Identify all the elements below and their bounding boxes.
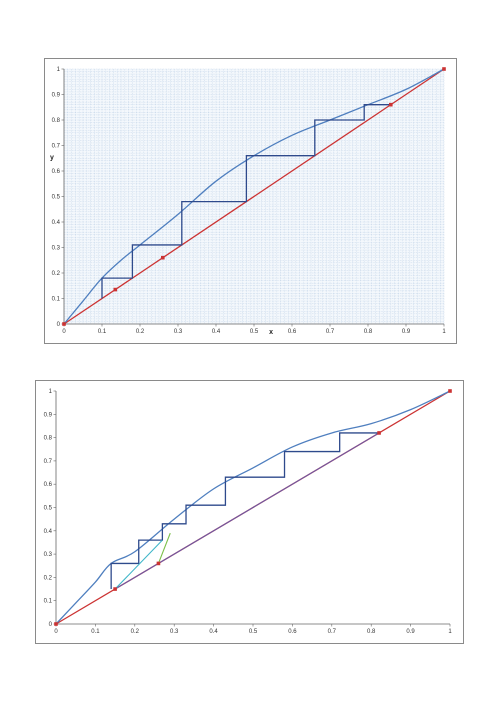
chart-top-x-tick-label: 0.6: [288, 329, 297, 335]
chart-bottom-y-tick-label: 0.8: [44, 436, 53, 442]
chart-top-data-point: [62, 322, 66, 326]
chart-top-x-axis-label: x: [269, 329, 273, 336]
chart-top-data-point: [113, 287, 118, 292]
chart-top-x-tick-label: 0.8: [364, 329, 373, 335]
chart-bottom: 0 0.1 0.2 0.3 0.4 0.5 0.6 0.7 0.8 0.9 1 0 0.1 0.2 0.3 0…: [35, 380, 464, 644]
chart-top: 0 0.1 0.2 0.3 0.4 0.5 0.6 0.7 0.8 0.9 1 0 0.1 0.2 0.3 0…: [44, 58, 457, 344]
chart-bottom-x-tick-label: 0.2: [131, 629, 140, 635]
chart-top-diagonal-line: [63, 68, 445, 325]
chart-bottom-y-tick-label: 0.7: [44, 459, 53, 465]
chart-top-y-tick-label: 0.3: [52, 246, 61, 252]
chart-bottom-x-tick-label: 0.3: [170, 629, 179, 635]
chart-bottom-operating-line: [114, 432, 380, 590]
chart-top-y-tick-label: 0: [57, 322, 61, 328]
chart-top-data-point: [161, 255, 165, 260]
chart-bottom-stage-steps: [110, 432, 380, 590]
chart-top-y-tick-label: 0.9: [52, 93, 61, 99]
chart-bottom-y-tick-label: 0.3: [44, 552, 53, 558]
chart-bottom-y-tick-label: 0.5: [44, 506, 53, 512]
chart-bottom-data-point: [377, 431, 381, 435]
chart-top-x-tick-label: 0.4: [212, 329, 221, 335]
chart-bottom-data-point: [54, 622, 58, 626]
chart-top-y-tick-label: 1: [57, 67, 61, 73]
chart-bottom-x-tick-label: 1: [448, 629, 452, 635]
chart-top-data-point: [389, 102, 393, 107]
chart-bottom-data-point: [448, 389, 452, 393]
chart-bottom-plot: 0 0.1 0.2 0.3 0.4 0.5 0.6 0.7 0.8 0.9 1 0 0.1 0.2 0.3 0…: [44, 389, 453, 635]
chart-bottom-green-line: [157, 532, 171, 564]
chart-top-x-tick-label: 0.5: [250, 329, 259, 335]
chart-bottom-equilibrium-curve: [55, 390, 451, 625]
chart-bottom-y-tick-label: 0.2: [44, 575, 53, 581]
chart-bottom-x-tick-label: 0.4: [209, 629, 218, 635]
chart-top-x-tick-label: 0: [62, 329, 66, 335]
chart-bottom-y-tick-label: 0.6: [44, 482, 53, 488]
chart-bottom-y-tick-label: 0.1: [44, 599, 53, 605]
chart-bottom-x-tick-label: 0: [54, 629, 58, 635]
chart-top-y-tick-label: 0.5: [52, 195, 61, 201]
chart-top-x-tick-label: 1: [442, 329, 446, 335]
chart-top-x-tick-label: 0.7: [326, 329, 335, 335]
chart-top-y-tick-label: 0.4: [52, 220, 61, 226]
chart-top-y-axis-label: y: [50, 155, 54, 162]
chart-bottom-x-tick-label: 0.6: [288, 629, 297, 635]
chart-top-y-tick-label: 0.6: [52, 169, 61, 175]
chart-top-x-tick-label: 0.9: [402, 329, 411, 335]
chart-bottom-data-point: [113, 587, 117, 591]
chart-top-y-tick-label: 0.2: [52, 271, 61, 277]
chart-bottom-x-tick-label: 0.1: [91, 629, 100, 635]
chart-bottom-y-tick-label: 1: [49, 389, 53, 395]
chart-bottom-x-tick-label: 0.5: [249, 629, 258, 635]
chart-bottom-y-tick-label: 0.9: [44, 412, 53, 418]
chart-top-x-tick-label: 0.2: [136, 329, 145, 335]
chart-bottom-y-tick-label: 0.4: [44, 529, 53, 535]
chart-bottom-cyan-line: [114, 539, 163, 590]
chart-top-stage-steps: [101, 104, 391, 299]
chart-top-y-tick-label: 0.1: [52, 297, 61, 303]
chart-bottom-y-tick-label: 0: [49, 622, 53, 628]
chart-top-x-tick-label: 0.3: [174, 329, 183, 335]
chart-top-plot: 0 0.1 0.2 0.3 0.4 0.5 0.6 0.7 0.8 0.9 1 0 0.1 0.2 0.3 0…: [50, 67, 446, 336]
chart-bottom-x-tick-label: 0.9: [406, 629, 415, 635]
chart-bottom-x-tick-label: 0.7: [328, 629, 337, 635]
chart-top-y-tick-label: 0.8: [52, 118, 61, 124]
chart-top-data-point: [442, 67, 446, 71]
chart-bottom-x-tick-label: 0.8: [367, 629, 376, 635]
chart-bottom-data-point: [156, 561, 161, 566]
chart-top-y-tick-label: 0.7: [52, 144, 61, 150]
chart-top-x-tick-label: 0.1: [98, 329, 107, 335]
